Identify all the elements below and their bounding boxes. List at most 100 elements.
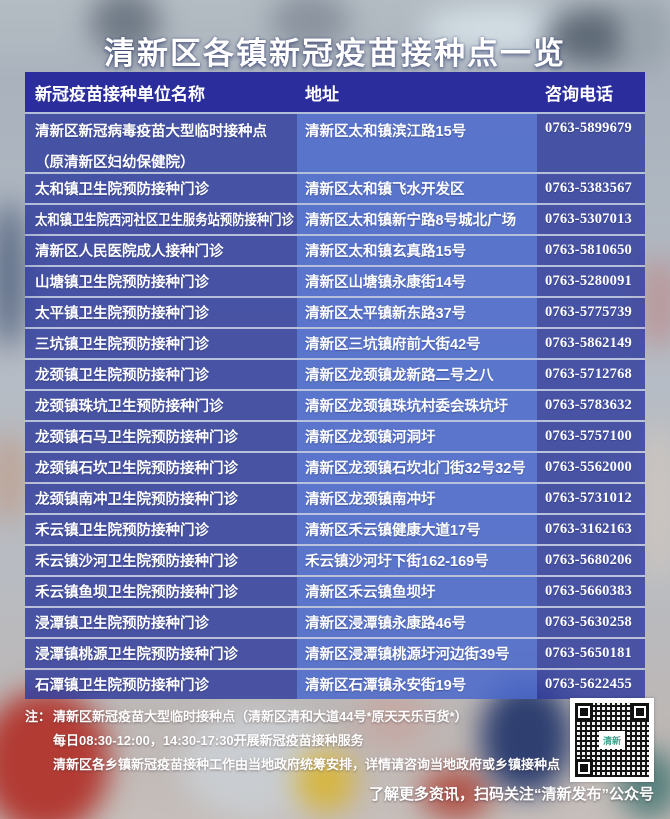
bg-blob (0, 430, 24, 525)
site-phone: 0763-5660383 (537, 577, 645, 606)
table-row: 龙颈镇石马卫生院预防接种门诊 清新区龙颈镇河洞圩 0763-5757100 (25, 420, 645, 451)
qr-finder-icon (631, 703, 649, 721)
vaccination-sites-table: 新冠疫苗接种单位名称 地址 咨询电话 清新区新冠病毒疫苗大型临时接种点 （原清新区… (25, 72, 645, 699)
site-name: 山塘镇卫生院预防接种门诊 (25, 267, 297, 296)
site-phone: 0763-5383567 (537, 174, 645, 203)
site-phone: 0763-5680206 (537, 546, 645, 575)
table-row: 浸潭镇桃源卫生院预防接种门诊 清新区浸潭镇桃源圩河边街39号 0763-5650… (25, 637, 645, 668)
table-row: 清新区新冠病毒疫苗大型临时接种点 （原清新区妇幼保健院） 清新区太和镇滨江路15号… (25, 112, 645, 172)
site-address: 清新区浸潭镇永康路46号 (297, 608, 537, 637)
bg-blob (270, 0, 350, 50)
site-name: 石潭镇卫生院预防接种门诊 (25, 670, 297, 699)
table-row: 三坑镇卫生院预防接种门诊 清新区三坑镇府前大街42号 0763-5862149 (25, 327, 645, 358)
site-phone: 0763-5731012 (537, 484, 645, 513)
site-phone: 0763-5775739 (537, 298, 645, 327)
site-name: 龙颈镇南冲卫生院预防接种门诊 (25, 484, 297, 513)
site-name: 龙颈镇珠坑卫生预防接种门诊 (25, 391, 297, 420)
site-address: 清新区龙颈镇龙新路二号之八 (297, 360, 537, 389)
table-header-row: 新冠疫苗接种单位名称 地址 咨询电话 (25, 72, 645, 112)
qr-finder-icon (575, 703, 593, 721)
site-phone: 0763-5622455 (537, 670, 645, 699)
table-body: 清新区新冠病毒疫苗大型临时接种点 （原清新区妇幼保健院） 清新区太和镇滨江路15号… (25, 112, 645, 699)
qr-pattern: 清新 (575, 703, 649, 777)
notes-lines: 清新区新冠疫苗大型临时接种点（清新区清和大道44号*原天天乐百货*） 每日08:… (53, 705, 560, 777)
header-unit-name: 新冠疫苗接种单位名称 (35, 84, 205, 104)
site-address: 清新区三坑镇府前大街42号 (297, 329, 537, 358)
site-name: 浸潭镇桃源卫生院预防接种门诊 (25, 639, 297, 668)
site-name: 禾云镇卫生院预防接种门诊 (25, 515, 297, 544)
bg-blob (480, 680, 572, 795)
site-phone: 0763-5862149 (537, 329, 645, 358)
header-address: 地址 (305, 84, 339, 104)
footer-notes: 注： 清新区新冠疫苗大型临时接种点（清新区清和大道44号*原天天乐百货*） 每日… (25, 705, 560, 777)
site-phone: 0763-5630258 (537, 608, 645, 637)
site-name: 禾云镇鱼坝卫生院预防接种门诊 (25, 577, 297, 606)
site-name: 清新区新冠病毒疫苗大型临时接种点 （原清新区妇幼保健院） (25, 114, 297, 172)
table-row: 太平镇卫生院预防接种门诊 清新区太平镇新东路37号 0763-5775739 (25, 296, 645, 327)
site-address: 清新区龙颈镇南冲圩 (297, 484, 537, 513)
site-address: 清新区太和镇飞水开发区 (297, 174, 537, 203)
bg-blob (620, 0, 670, 70)
site-phone: 0763-5280091 (537, 267, 645, 296)
site-phone: 0763-5757100 (537, 422, 645, 451)
site-address: 清新区龙颈镇珠坑村委会珠坑圩 (297, 391, 537, 420)
site-address: 清新区龙颈镇石坎北门街32号32号 (297, 453, 537, 482)
note-line: 清新区各乡镇新冠疫苗接种工作由当地政府统筹安排，详情请咨询当地政府或乡镇接种点 (53, 757, 561, 772)
site-phone: 0763-5783632 (537, 391, 645, 420)
site-name: 太平镇卫生院预防接种门诊 (25, 298, 297, 327)
site-name: 太和镇卫生院西河社区卫生服务站预防接种门诊 (25, 205, 297, 234)
site-address: 禾云镇沙河圩下街162-169号 (297, 546, 537, 575)
site-address: 清新区龙颈镇河洞圩 (297, 422, 537, 451)
site-address: 清新区太和镇玄真路15号 (297, 236, 537, 265)
bg-blob (420, 5, 570, 53)
site-address: 清新区浸潭镇桃源圩河边街39号 (297, 639, 537, 668)
qr-caption: 了解更多资讯，扫码关注“清新发布”公众号 (368, 786, 654, 803)
table-row: 山塘镇卫生院预防接种门诊 清新区山塘镇永康街14号 0763-5280091 (25, 265, 645, 296)
site-phone: 0763-5899679 (537, 114, 645, 172)
bg-blob (295, 750, 355, 812)
notes-label: 注： (25, 709, 52, 724)
qr-code: 清新 (570, 698, 654, 782)
table-row: 龙颈镇珠坑卫生预防接种门诊 清新区龙颈镇珠坑村委会珠坑圩 0763-578363… (25, 389, 645, 420)
site-name: 清新区人民医院成人接种门诊 (25, 236, 297, 265)
table-row: 禾云镇沙河卫生院预防接种门诊 禾云镇沙河圩下街162-169号 0763-568… (25, 544, 645, 575)
table-row: 禾云镇鱼坝卫生院预防接种门诊 清新区禾云镇鱼坝圩 0763-5660383 (25, 575, 645, 606)
site-address: 清新区禾云镇鱼坝圩 (297, 577, 537, 606)
site-name: 太和镇卫生院预防接种门诊 (25, 174, 297, 203)
bg-blob (90, 0, 160, 55)
site-phone: 0763-5810650 (537, 236, 645, 265)
table-row: 龙颈镇石坎卫生院预防接种门诊 清新区龙颈镇石坎北门街32号32号 0763-55… (25, 451, 645, 482)
table-row: 太和镇卫生院预防接种门诊 清新区太和镇飞水开发区 0763-5383567 (25, 172, 645, 203)
site-name: 龙颈镇石马卫生院预防接种门诊 (25, 422, 297, 451)
site-address: 清新区太平镇新东路37号 (297, 298, 537, 327)
site-phone: 0763-5712768 (537, 360, 645, 389)
table-row: 石潭镇卫生院预防接种门诊 清新区石潭镇永安街19号 0763-5622455 (25, 668, 645, 699)
site-name: 龙颈镇卫生院预防接种门诊 (25, 360, 297, 389)
site-phone: 0763-5650181 (537, 639, 645, 668)
qr-logo: 清新 (599, 731, 625, 749)
site-address: 清新区山塘镇永康街14号 (297, 267, 537, 296)
qr-finder-icon (575, 759, 593, 777)
site-name: 禾云镇沙河卫生院预防接种门诊 (25, 546, 297, 575)
header-phone: 咨询电话 (545, 84, 613, 104)
table-row: 龙颈镇南冲卫生院预防接种门诊 清新区龙颈镇南冲圩 0763-5731012 (25, 482, 645, 513)
bg-blob (0, 200, 26, 350)
bg-blob (0, 690, 110, 819)
site-address: 清新区石潭镇永安街19号 (297, 670, 537, 699)
table-row: 太和镇卫生院西河社区卫生服务站预防接种门诊 清新区太和镇新宁路8号城北广场 07… (25, 203, 645, 234)
bg-blob (420, 768, 492, 819)
site-name: 浸潭镇卫生院预防接种门诊 (25, 608, 297, 637)
page-title: 清新区各镇新冠疫苗接种点一览 (104, 36, 566, 71)
site-phone: 0763-3162163 (537, 515, 645, 544)
site-name: 三坑镇卫生院预防接种门诊 (25, 329, 297, 358)
table-row: 清新区人民医院成人接种门诊 清新区太和镇玄真路15号 0763-5810650 (25, 234, 645, 265)
note-line: 清新区新冠疫苗大型临时接种点（清新区清和大道44号*原天天乐百货*） (53, 709, 468, 724)
site-name: 龙颈镇石坎卫生院预防接种门诊 (25, 453, 297, 482)
site-phone: 0763-5562000 (537, 453, 645, 482)
table-row: 禾云镇卫生院预防接种门诊 清新区禾云镇健康大道17号 0763-3162163 (25, 513, 645, 544)
site-address: 清新区太和镇新宁路8号城北广场 (297, 205, 537, 234)
site-address: 清新区太和镇滨江路15号 (297, 114, 537, 172)
site-address: 清新区禾云镇健康大道17号 (297, 515, 537, 544)
table-row: 龙颈镇卫生院预防接种门诊 清新区龙颈镇龙新路二号之八 0763-5712768 (25, 358, 645, 389)
